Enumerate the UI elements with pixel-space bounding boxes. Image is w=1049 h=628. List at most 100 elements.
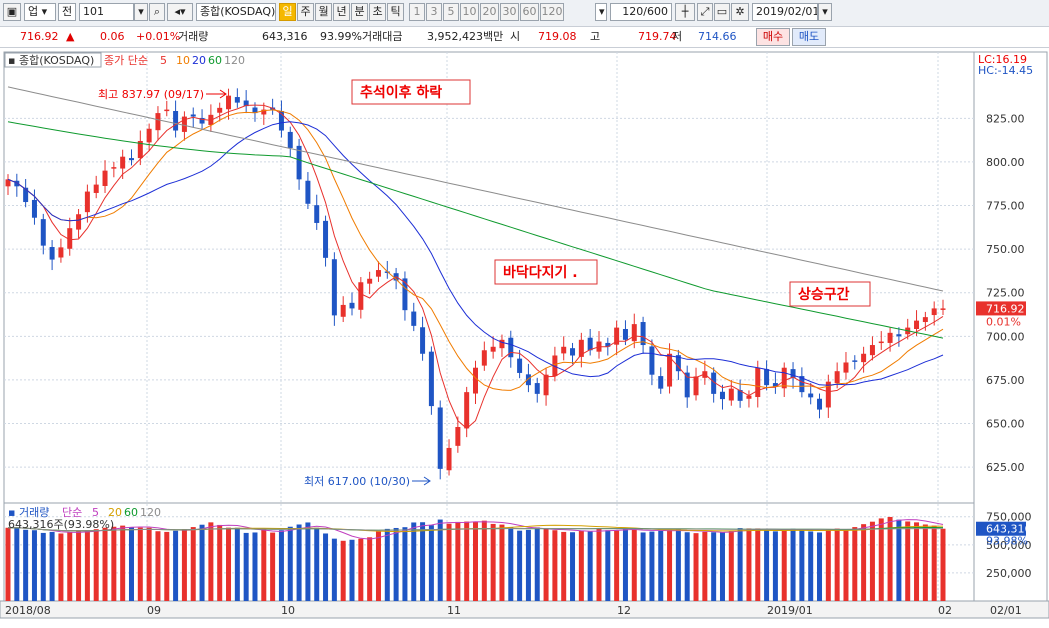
candle-body	[534, 383, 540, 394]
buy-button[interactable]: 매수	[756, 28, 790, 46]
volume-legend-item: 60	[124, 506, 138, 519]
candle-body	[852, 360, 858, 362]
period-tab-6[interactable]: 틱	[387, 3, 404, 21]
volume-bar	[658, 530, 664, 601]
interval-button-7[interactable]: 120	[540, 3, 564, 21]
x-tick-label: 11	[447, 604, 461, 617]
volume-bar	[331, 538, 337, 601]
volume-bar	[305, 522, 311, 601]
x-tick-label: 10	[281, 604, 295, 617]
candle-body	[58, 247, 64, 258]
candle-body	[331, 259, 337, 316]
interval-button-3[interactable]: 10	[460, 3, 479, 21]
price-chart[interactable]: 825.00 800.00 775.00 750.00 725.00 700.00 675.…	[0, 48, 1049, 628]
volume-bar	[367, 537, 373, 601]
period-tab-2[interactable]: 월	[315, 3, 332, 21]
volume-bar	[128, 527, 134, 601]
code-dropdown-icon[interactable]: ▾	[134, 3, 148, 21]
candle-body	[843, 362, 849, 373]
period-tab-3[interactable]: 년	[333, 3, 350, 21]
candle-body	[640, 322, 646, 346]
volume-bar	[455, 521, 461, 601]
interval-dropdown[interactable]: ▾	[595, 3, 607, 21]
candle-body	[693, 376, 699, 396]
last-price-label: 716.92	[986, 302, 1025, 315]
volume-legend-item: 단순	[62, 506, 82, 519]
last-price-tag	[976, 301, 1026, 316]
candle-body	[658, 376, 664, 389]
candle-body	[481, 350, 487, 366]
x-tick-label: 2019/01	[767, 604, 813, 617]
volume-label: ▪ 거래량	[8, 506, 49, 519]
volume-bar	[384, 528, 390, 601]
quote-bar: 716.92 ▲ 0.06 +0.01% 거래량 643,316 93.99% …	[0, 27, 1049, 48]
volume-bar	[181, 529, 187, 601]
zoom-icon[interactable]: ⤢	[697, 3, 713, 21]
volume-bar	[164, 531, 170, 601]
volume-y-tick-label: 250,000	[986, 567, 1032, 580]
candle-body	[561, 346, 567, 354]
interval-button-1[interactable]: 3	[426, 3, 442, 21]
sound-icon[interactable]: ◂▾	[167, 3, 193, 21]
volume-bar	[173, 530, 179, 601]
volume-bar	[772, 531, 778, 601]
count-field[interactable]: 120/600	[610, 3, 672, 21]
volume-bar	[543, 528, 549, 601]
candle-body	[570, 348, 576, 356]
interval-button-4[interactable]: 20	[480, 3, 499, 21]
date-input[interactable]: 2019/02/01	[752, 3, 818, 21]
candle-body	[746, 395, 752, 399]
candle-type-icon[interactable]: ┼	[675, 3, 695, 21]
volume-bar	[473, 521, 478, 601]
volume-bar	[781, 529, 787, 601]
volume-bar	[861, 524, 867, 601]
volume-bar	[67, 532, 73, 601]
candle-body	[508, 337, 514, 358]
volume-bar	[84, 530, 90, 601]
period-tab-1[interactable]: 주	[297, 3, 314, 21]
period-tab-5[interactable]: 초	[369, 3, 386, 21]
market-select[interactable]: 업 ▾	[24, 3, 56, 21]
candle-body	[940, 308, 946, 310]
save-icon[interactable]: ▭	[714, 3, 730, 21]
candle-body	[517, 358, 523, 373]
candle-body	[164, 109, 170, 112]
interval-button-2[interactable]: 5	[443, 3, 459, 21]
sell-button[interactable]: 매도	[792, 28, 826, 46]
code-input[interactable]: 101	[79, 3, 134, 21]
chart-menu-icon[interactable]: ▣	[3, 3, 21, 21]
low-label: 저	[672, 30, 683, 43]
volume-bar	[287, 526, 293, 601]
period-tab-0[interactable]: 일	[279, 3, 296, 21]
search-icon[interactable]: ⌕	[149, 3, 165, 21]
y-tick-label: 825.00	[986, 112, 1025, 125]
period-tab-4[interactable]: 분	[351, 3, 368, 21]
gear-icon[interactable]: ✲	[731, 3, 749, 21]
volume-bar	[393, 527, 399, 601]
candle-body	[67, 228, 73, 249]
volume-bar	[481, 520, 487, 601]
volume-bar	[922, 524, 928, 601]
candle-body	[817, 398, 823, 410]
volume-bar	[411, 522, 417, 601]
series-label-box	[4, 52, 102, 68]
open-value: 719.08	[538, 30, 577, 43]
volume-bar	[570, 532, 576, 601]
interval-button-0[interactable]: 1	[409, 3, 425, 21]
volume-bar	[755, 528, 761, 601]
volume-bar	[737, 528, 743, 601]
volume-bar	[517, 530, 523, 601]
volume-bar	[5, 527, 11, 601]
candle-body	[711, 372, 717, 394]
date-dropdown-icon[interactable]: ▾	[818, 3, 832, 21]
interval-button-6[interactable]: 60	[520, 3, 539, 21]
index-name-field: 종합(KOSDAQ)	[196, 3, 276, 21]
volume-bar	[358, 538, 364, 601]
interval-button-5[interactable]: 30	[500, 3, 519, 21]
volume-bar	[667, 529, 673, 601]
prev-button[interactable]: 전	[58, 3, 76, 21]
candle-body	[578, 339, 584, 357]
volume-ratio: 93.99%	[320, 30, 362, 43]
candle-body	[499, 339, 505, 349]
last-percent-label: 0.01%	[986, 315, 1021, 328]
